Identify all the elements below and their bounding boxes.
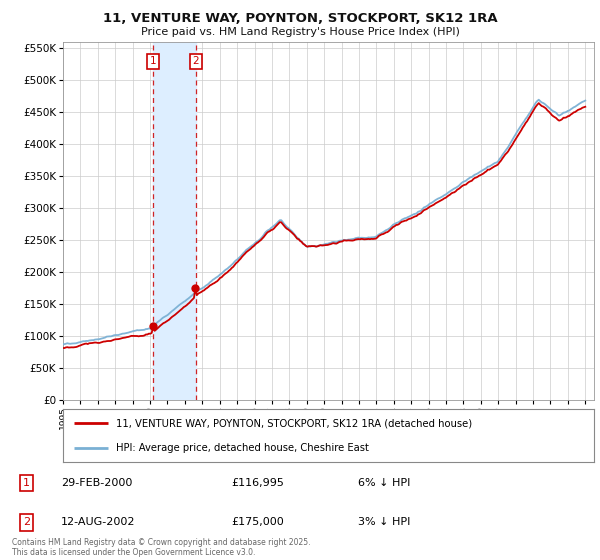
Text: 29-FEB-2000: 29-FEB-2000 — [61, 478, 133, 488]
Text: 6% ↓ HPI: 6% ↓ HPI — [358, 478, 410, 488]
Text: 12-AUG-2002: 12-AUG-2002 — [61, 517, 136, 527]
Text: Contains HM Land Registry data © Crown copyright and database right 2025.
This d: Contains HM Land Registry data © Crown c… — [12, 538, 311, 557]
Text: HPI: Average price, detached house, Cheshire East: HPI: Average price, detached house, Ches… — [116, 442, 369, 452]
Text: 1: 1 — [23, 478, 30, 488]
Text: 2: 2 — [23, 517, 30, 527]
Text: Price paid vs. HM Land Registry's House Price Index (HPI): Price paid vs. HM Land Registry's House … — [140, 27, 460, 37]
Text: 11, VENTURE WAY, POYNTON, STOCKPORT, SK12 1RA: 11, VENTURE WAY, POYNTON, STOCKPORT, SK1… — [103, 12, 497, 25]
Text: £116,995: £116,995 — [231, 478, 284, 488]
Text: 3% ↓ HPI: 3% ↓ HPI — [358, 517, 410, 527]
Text: 11, VENTURE WAY, POYNTON, STOCKPORT, SK12 1RA (detached house): 11, VENTURE WAY, POYNTON, STOCKPORT, SK1… — [116, 418, 472, 428]
Text: £175,000: £175,000 — [231, 517, 284, 527]
Bar — [153, 42, 196, 400]
Text: 2: 2 — [193, 57, 199, 66]
Text: 1: 1 — [149, 57, 156, 66]
